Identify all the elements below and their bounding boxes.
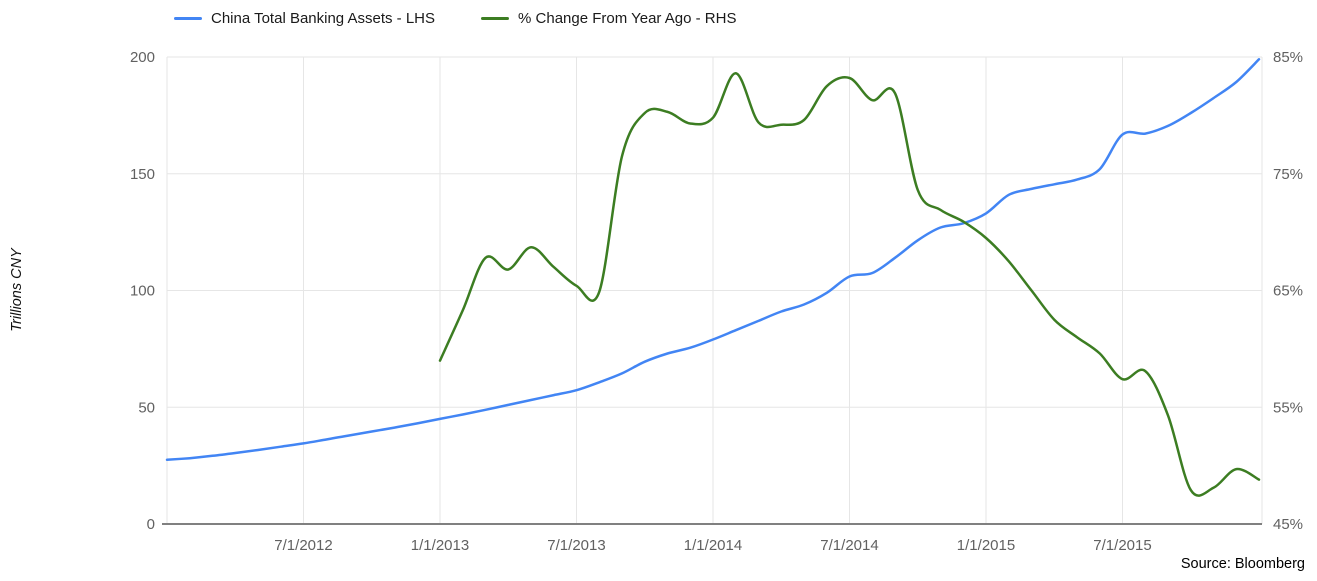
chart-legend: China Total Banking Assets - LHS % Chang… bbox=[174, 10, 736, 27]
source-credit: Source: Bloomberg bbox=[1180, 556, 1305, 572]
x-tick-label-7/1/2014: 7/1/2014 bbox=[820, 537, 878, 554]
x-tick-label-1/1/2014: 1/1/2014 bbox=[684, 537, 742, 554]
right-tick-label-65%: 65% bbox=[1273, 283, 1303, 300]
x-tick-label-1/1/2015: 1/1/2015 bbox=[957, 537, 1015, 554]
legend-label-pct-change: % Change From Year Ago - RHS bbox=[518, 10, 737, 27]
legend-label-banking-assets: China Total Banking Assets - LHS bbox=[211, 10, 436, 27]
right-tick-label-45%: 45% bbox=[1273, 516, 1303, 533]
right-tick-label-55%: 55% bbox=[1273, 399, 1303, 416]
right-tick-label-75%: 75% bbox=[1273, 166, 1303, 183]
left-tick-label-200: 200 bbox=[130, 49, 155, 66]
legend-item-pct-change: % Change From Year Ago - RHS bbox=[481, 10, 736, 27]
legend-line-swatch-blue-icon bbox=[174, 17, 202, 20]
left-tick-label-100: 100 bbox=[130, 283, 155, 300]
legend-line-swatch-green-icon bbox=[481, 17, 510, 20]
legend-item-banking-assets: China Total Banking Assets - LHS bbox=[174, 10, 435, 27]
left-tick-label-50: 50 bbox=[138, 399, 155, 416]
left-tick-label-0: 0 bbox=[147, 516, 155, 533]
x-tick-label-7/1/2012: 7/1/2012 bbox=[274, 537, 332, 554]
series-line-pct-change bbox=[438, 72, 1261, 497]
x-tick-label-1/1/2013: 1/1/2013 bbox=[411, 537, 469, 554]
series-line-banking-assets bbox=[165, 58, 1261, 462]
x-tick-label-7/1/2015: 7/1/2015 bbox=[1093, 537, 1151, 554]
right-tick-label-85%: 85% bbox=[1273, 49, 1303, 66]
left-tick-label-150: 150 bbox=[130, 166, 155, 183]
x-tick-label-7/1/2013: 7/1/2013 bbox=[547, 537, 605, 554]
